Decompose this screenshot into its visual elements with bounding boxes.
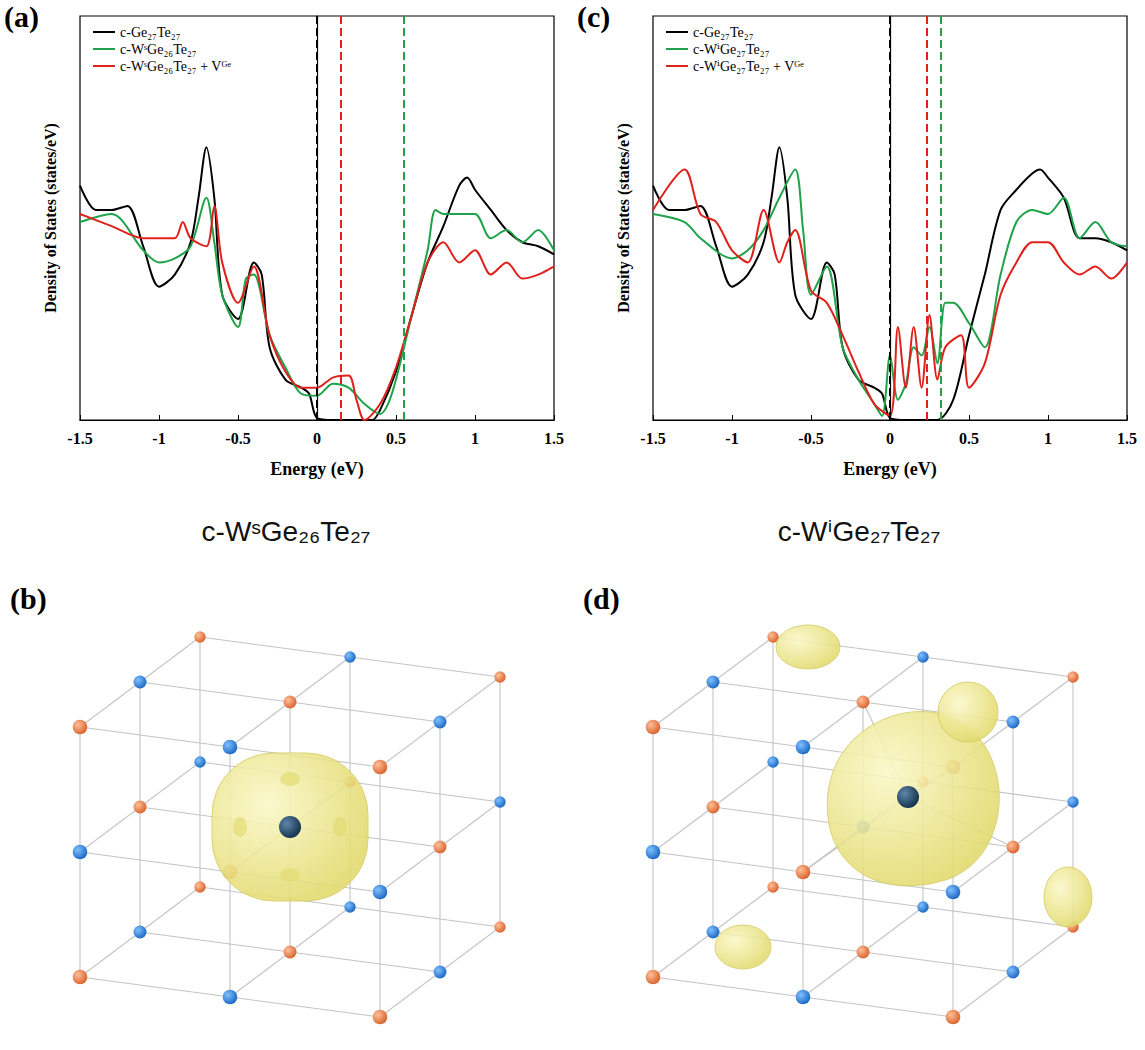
svg-text:0.5: 0.5 <box>959 430 979 447</box>
svg-text:c-WⁱGe₂₇Te₂₇: c-WⁱGe₂₇Te₂₇ <box>693 42 770 57</box>
svg-text:c-WˢGe₂₆Te₂₇ + Vᴳᵉ: c-WˢGe₂₆Te₂₇ + Vᴳᵉ <box>120 59 232 74</box>
svg-text:1: 1 <box>1044 430 1052 447</box>
svg-text:c-WˢGe₂₆Te₂₇: c-WˢGe₂₆Te₂₇ <box>202 516 371 547</box>
svg-text:-1: -1 <box>152 430 165 447</box>
svg-text:1.5: 1.5 <box>1117 430 1137 447</box>
svg-text:(d): (d) <box>583 582 620 616</box>
svg-text:0: 0 <box>313 430 321 447</box>
svg-text:-1.5: -1.5 <box>67 430 92 447</box>
html-text:(c): (c) <box>577 0 611 33</box>
svg-text:Density of States (states/eV): Density of States (states/eV) <box>615 123 633 313</box>
svg-text:1: 1 <box>471 430 479 447</box>
svg-text:-1.5: -1.5 <box>640 430 665 447</box>
svg-text:(b): (b) <box>10 582 47 616</box>
svg-text:-0.5: -0.5 <box>798 430 823 447</box>
svg-text:c-Ge₂₇Te₂₇: c-Ge₂₇Te₂₇ <box>693 25 754 40</box>
svg-text:c-Ge₂₇Te₂₇: c-Ge₂₇Te₂₇ <box>120 25 181 40</box>
html-text:(a): (a) <box>4 0 39 33</box>
svg-text:1.5: 1.5 <box>544 430 564 447</box>
svg-text:0: 0 <box>886 430 894 447</box>
svg-text:Energy (eV): Energy (eV) <box>270 459 363 480</box>
svg-text:Density of States (states/eV): Density of States (states/eV) <box>42 123 60 313</box>
svg-text:c-WⁱGe₂₇Te₂₇ + Vᴳᵉ: c-WⁱGe₂₇Te₂₇ + Vᴳᵉ <box>693 59 804 74</box>
svg-text:c-WⁱGe₂₇Te₂₇: c-WⁱGe₂₇Te₂₇ <box>778 516 941 547</box>
svg-text:c-WˢGe₂₆Te₂₇: c-WˢGe₂₆Te₂₇ <box>120 42 197 57</box>
svg-text:Energy (eV): Energy (eV) <box>843 459 936 480</box>
svg-text:-0.5: -0.5 <box>225 430 250 447</box>
svg-text:0.5: 0.5 <box>386 430 406 447</box>
svg-text:-1: -1 <box>725 430 738 447</box>
